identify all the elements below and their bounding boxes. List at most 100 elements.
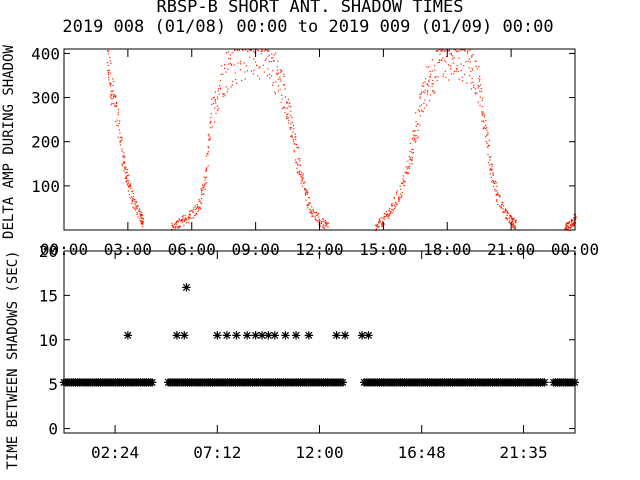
data-point (259, 66, 261, 68)
data-point (300, 171, 303, 173)
data-point (224, 67, 226, 69)
data-point (301, 176, 303, 178)
data-point (121, 150, 123, 153)
data-point (566, 224, 568, 227)
data-point (325, 222, 327, 224)
data-point (128, 186, 130, 188)
data-point (434, 65, 436, 67)
data-point (142, 223, 144, 225)
data-point (514, 226, 516, 228)
data-point (312, 211, 314, 213)
data-point (204, 177, 206, 179)
data-point (203, 193, 205, 195)
data-point (386, 214, 388, 216)
data-point (568, 221, 570, 223)
data-point (496, 199, 498, 201)
data-point (207, 146, 209, 148)
data-point (208, 133, 210, 135)
data-point (214, 107, 216, 109)
data-point (189, 214, 191, 216)
data-point (296, 147, 298, 149)
data-point (391, 204, 393, 206)
data-point (112, 90, 114, 92)
data-point (419, 115, 421, 117)
data-point (505, 212, 507, 214)
data-point (298, 173, 300, 175)
data-point (462, 49, 464, 51)
data-point (507, 212, 509, 214)
data-point (211, 98, 213, 100)
data-point (249, 56, 251, 58)
data-point (197, 206, 199, 208)
data-point (424, 89, 426, 91)
data-point (450, 68, 452, 70)
data-point (258, 67, 260, 69)
data-point (121, 148, 123, 150)
data-point (305, 189, 307, 191)
data-point (185, 219, 187, 221)
data-point (221, 65, 223, 67)
data-point (435, 50, 438, 52)
data-point (136, 208, 138, 210)
data-point (461, 76, 463, 78)
data-point (228, 63, 230, 65)
data-point (220, 73, 222, 75)
data-point (490, 168, 492, 170)
x-tick-label: 15:00 (359, 240, 407, 259)
data-point (127, 174, 129, 176)
data-point (473, 84, 475, 86)
data-point (110, 85, 112, 87)
data-point (172, 225, 174, 227)
data-point (107, 64, 109, 67)
data-point (110, 104, 112, 106)
data-point (392, 210, 394, 212)
data-point (217, 90, 219, 92)
data-point (206, 167, 208, 169)
data-point (485, 120, 487, 122)
y-tick-label: 15 (39, 286, 58, 305)
data-point (391, 202, 393, 204)
data-point (198, 207, 200, 209)
data-point (466, 52, 468, 54)
data-point (284, 96, 286, 98)
data-point (444, 50, 447, 52)
data-point (449, 65, 451, 67)
data-point (292, 138, 294, 141)
data-point (311, 215, 313, 217)
data-point (288, 105, 290, 107)
data-point (326, 221, 328, 223)
data-point (125, 177, 128, 179)
data-point (177, 226, 179, 228)
data-point (480, 88, 482, 90)
data-point (119, 144, 121, 146)
data-point (458, 50, 460, 52)
data-point (110, 62, 112, 64)
data-point (277, 78, 279, 80)
data-point (213, 121, 216, 123)
data-point (203, 187, 205, 189)
data-point (572, 224, 575, 226)
data-point (421, 85, 423, 87)
data-point (107, 72, 109, 74)
data-point (405, 166, 407, 168)
data-point (299, 170, 301, 172)
data-point (198, 198, 200, 201)
top-y-ticks: 100 200 300 400 (31, 44, 575, 196)
data-point (134, 199, 136, 201)
data-point (508, 218, 510, 220)
data-point (327, 222, 329, 224)
data-point (140, 222, 143, 224)
data-point (224, 64, 226, 66)
data-point (415, 121, 417, 123)
data-point (182, 215, 184, 217)
data-point (266, 49, 268, 51)
data-point (406, 172, 408, 174)
data-point (242, 331, 252, 340)
data-point (469, 75, 471, 77)
y-tick-label: 300 (31, 89, 60, 108)
bottom-data-points (59, 283, 579, 387)
data-point (496, 193, 498, 195)
data-point (383, 213, 385, 215)
data-point (317, 213, 319, 215)
data-point (131, 201, 133, 203)
